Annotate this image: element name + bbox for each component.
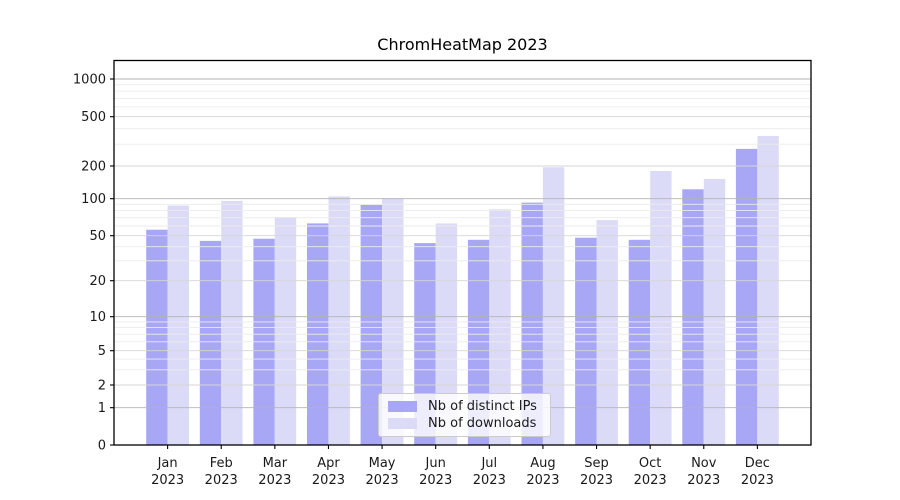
x-tick-label-month-jun: Jun: [425, 456, 446, 471]
x-tick-label-month-sep: Sep: [584, 456, 609, 471]
legend-label-distinct-ips: Nb of distinct IPs: [428, 399, 537, 414]
x-tick-label-year-oct: 2023: [634, 473, 667, 488]
bar-downloads-jan: [167, 205, 189, 445]
x-tick-label-year-jan: 2023: [151, 473, 184, 488]
bar-distinct-ips-jan: [146, 229, 168, 445]
x-tick-label-month-aug: Aug: [530, 456, 555, 471]
y-tick-label-500: 500: [81, 110, 106, 125]
bar-downloads-feb: [221, 200, 243, 445]
bar-downloads-apr: [328, 196, 350, 445]
x-tick-label-year-feb: 2023: [205, 473, 238, 488]
bar-downloads-oct: [650, 171, 672, 445]
y-tick-label-0: 0: [98, 439, 106, 454]
x-tick-label-month-nov: Nov: [691, 456, 717, 471]
y-tick-label-5: 5: [98, 344, 106, 359]
x-tick-label-year-aug: 2023: [526, 473, 559, 488]
x-tick-label-month-oct: Oct: [639, 456, 661, 471]
x-tick-label-month-jan: Jan: [157, 456, 178, 471]
y-tick-label-1: 1: [98, 401, 106, 416]
bar-downloads-sep: [596, 220, 618, 445]
x-tick-label-year-jul: 2023: [473, 473, 506, 488]
x-tick-label-year-nov: 2023: [687, 473, 720, 488]
bar-downloads-aug: [542, 167, 565, 445]
x-tick-label-month-feb: Feb: [210, 456, 233, 471]
bar-downloads-mar: [274, 217, 297, 445]
bar-distinct-ips-feb: [199, 240, 222, 445]
x-tick-label-year-may: 2023: [366, 473, 399, 488]
x-tick-label-year-mar: 2023: [258, 473, 291, 488]
x-tick-label-year-sep: 2023: [580, 473, 613, 488]
chart-title: ChromHeatMap 2023: [377, 35, 548, 54]
bar-downloads-dec: [757, 135, 779, 445]
y-tick-label-100: 100: [81, 192, 106, 207]
legend: Nb of distinct IPs Nb of downloads: [378, 393, 551, 437]
bar-distinct-ips-oct: [628, 239, 651, 445]
y-tick-label-50: 50: [89, 229, 106, 244]
x-tick-label-month-may: May: [369, 456, 396, 471]
y-tick-label-1000: 1000: [73, 73, 106, 88]
x-tick-label-year-jun: 2023: [419, 473, 452, 488]
y-tick-label-10: 10: [89, 310, 106, 325]
x-tick-label-year-dec: 2023: [741, 473, 774, 488]
legend-item-distinct-ips: Nb of distinct IPs: [388, 400, 541, 413]
x-tick-label-month-jul: Jul: [480, 456, 497, 471]
bar-distinct-ips-aug: [521, 202, 543, 445]
plot-border: [113, 59, 812, 446]
bar-distinct-ips-dec: [735, 148, 758, 445]
x-tick-label-month-dec: Dec: [745, 456, 770, 471]
legend-swatch-distinct-ips: [388, 401, 417, 412]
y-tick-label-20: 20: [89, 274, 106, 289]
legend-swatch-downloads: [388, 418, 417, 429]
legend-label-downloads: Nb of downloads: [428, 416, 537, 431]
x-tick-label-year-apr: 2023: [312, 473, 345, 488]
y-tick-label-2: 2: [98, 379, 106, 394]
legend-item-downloads: Nb of downloads: [388, 417, 541, 430]
x-tick-label-month-apr: Apr: [317, 456, 340, 471]
bar-downloads-nov: [703, 178, 726, 445]
y-tick-label-200: 200: [81, 160, 106, 175]
x-tick-label-month-mar: Mar: [263, 456, 288, 471]
